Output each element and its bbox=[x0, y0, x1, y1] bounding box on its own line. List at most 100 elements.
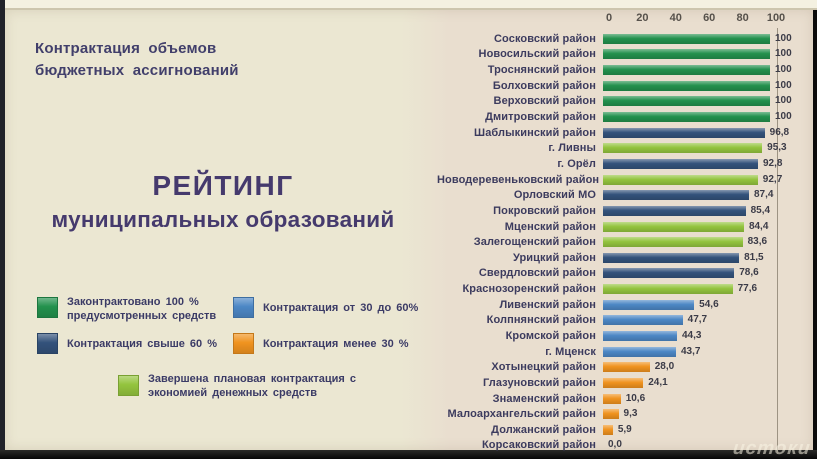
x-axis-tick: 80 bbox=[736, 12, 749, 24]
value-label: 5,9 bbox=[617, 423, 632, 435]
legend-label-contracted-100: Законтрактовано 100 % предусмотренных ср… bbox=[67, 296, 217, 322]
bar-rows: Сосковский район 100 Новосильский район 100… bbox=[437, 31, 815, 453]
chart-row: Верховский район 100 bbox=[437, 94, 815, 110]
chart-row: Болховский район 100 bbox=[437, 78, 815, 94]
category-label: Корсаковский район bbox=[481, 439, 596, 452]
bar-track: 81,5 bbox=[603, 251, 770, 263]
bar-track: 95,3 bbox=[603, 142, 787, 154]
category-label: г. Ливны bbox=[548, 142, 596, 155]
value-label: 0,0 bbox=[608, 439, 622, 451]
bar-track: 0,0 bbox=[603, 439, 770, 451]
bar bbox=[603, 112, 770, 123]
page-title-line1: РЕЙТИНГ bbox=[152, 170, 294, 201]
bar-track: 54,6 bbox=[603, 298, 770, 310]
bar bbox=[603, 377, 644, 388]
chart-row: Кромской район 44,3 bbox=[437, 328, 815, 344]
value-label: 95,3 bbox=[767, 142, 787, 154]
chart-row: Корсаковский район 0,0 bbox=[437, 438, 815, 454]
bar bbox=[603, 127, 765, 138]
bar-track: 78,6 bbox=[603, 267, 770, 279]
legend-label-under-30: Контрактация менее 30 % bbox=[263, 338, 409, 350]
bar-track: 92,8 bbox=[603, 158, 782, 169]
chart-row: Орловский МО 87,4 bbox=[437, 187, 815, 203]
video-left-band bbox=[0, 0, 5, 459]
category-label: Кромской район bbox=[505, 329, 596, 342]
chart-row: Свердловский район 78,6 bbox=[437, 266, 815, 282]
chart-row: Мценский район 84,4 bbox=[437, 219, 815, 235]
legend-label-over-60: Контрактация свыше 60 % bbox=[67, 338, 217, 350]
bar-track: 85,4 bbox=[603, 205, 770, 216]
chart-row: Шаблыкинский район 96,8 bbox=[437, 125, 815, 141]
value-label: 100 bbox=[775, 64, 792, 76]
bar-track: 43,7 bbox=[603, 345, 770, 357]
bar bbox=[603, 424, 613, 435]
chart-row: Краснозоренский район 77,6 bbox=[437, 281, 815, 297]
value-label: 81,5 bbox=[744, 251, 764, 263]
value-label: 100 bbox=[775, 95, 792, 107]
bar bbox=[603, 49, 770, 60]
chart-row: Ливенский район 54,6 bbox=[437, 297, 815, 313]
bar bbox=[603, 174, 758, 185]
category-label: Ливенский район bbox=[499, 298, 596, 311]
bar bbox=[603, 330, 677, 341]
bar bbox=[603, 143, 763, 154]
value-label: 54,6 bbox=[699, 298, 719, 310]
chart-row: Хотынецкий район 28,0 bbox=[437, 359, 815, 375]
bar-track: 84,4 bbox=[603, 221, 770, 232]
bar-track: 77,6 bbox=[603, 283, 770, 295]
category-label: г. Орёл bbox=[557, 157, 596, 170]
value-label: 77,6 bbox=[737, 283, 758, 295]
bar bbox=[603, 346, 676, 357]
bar bbox=[603, 299, 695, 310]
category-label: Шаблыкинский район bbox=[474, 126, 596, 139]
chart-row: Сосковский район 100 bbox=[437, 31, 815, 47]
slide-header-line1: Контрактация объемов bbox=[35, 40, 217, 57]
bar-track: 47,7 bbox=[603, 314, 770, 326]
value-label: 83,6 bbox=[747, 236, 768, 248]
category-label: Орловский МО bbox=[513, 189, 596, 202]
chart-row: Троснянский район 100 bbox=[437, 62, 815, 78]
value-label: 78,6 bbox=[739, 267, 759, 279]
x-axis-tick: 20 bbox=[636, 12, 649, 24]
bar bbox=[603, 252, 740, 263]
value-label: 92,7 bbox=[762, 173, 783, 185]
chart-row: Колпнянский район 47,7 bbox=[437, 313, 815, 329]
value-label: 87,4 bbox=[753, 189, 774, 201]
value-label: 47,7 bbox=[687, 314, 708, 326]
bar bbox=[603, 362, 650, 373]
category-label: Хотынецкий район bbox=[491, 361, 596, 374]
value-label: 44,3 bbox=[681, 329, 702, 341]
legend-label-saved: Завершена плановая контрактация с эконом… bbox=[148, 373, 356, 399]
bar bbox=[603, 190, 749, 201]
bar-track: 100 bbox=[603, 64, 792, 76]
bar-track: 100 bbox=[603, 111, 792, 123]
chart-row: Новодеревеньковский район 92,7 bbox=[437, 172, 815, 188]
chart-row: Дмитровский район 100 bbox=[437, 109, 815, 125]
category-label: г. Мценск bbox=[545, 345, 596, 358]
legend-label-30-60: Контрактация от 30 до 60% bbox=[263, 302, 419, 314]
value-label: 24,1 bbox=[648, 376, 668, 388]
bar-track: 100 bbox=[603, 95, 792, 107]
chart-row: г. Ливны 95,3 bbox=[437, 140, 815, 156]
legend-swatch-over-60 bbox=[37, 333, 58, 354]
chart-row: Залегощенский район 83,6 bbox=[437, 234, 815, 250]
legend-swatch-30-60 bbox=[233, 297, 254, 318]
x-axis: 0 20 40 60 80 100 bbox=[605, 12, 787, 26]
bar-track: 10,6 bbox=[603, 393, 770, 404]
category-label: Покровский район bbox=[493, 204, 596, 217]
bar-track: 92,7 bbox=[603, 174, 782, 185]
category-label: Залегощенский район bbox=[473, 236, 596, 249]
page-title-line2: муниципальных образований bbox=[51, 207, 395, 232]
bar-track: 24,1 bbox=[603, 376, 770, 388]
x-axis-tick: 0 bbox=[605, 12, 613, 24]
value-label: 9,3 bbox=[623, 408, 638, 420]
value-label: 43,7 bbox=[680, 345, 701, 357]
bar-track: 28,0 bbox=[603, 361, 770, 373]
category-label: Новосильский район bbox=[478, 48, 596, 61]
value-label: 92,8 bbox=[762, 157, 783, 169]
slide-header-line2: бюджетных ассигнований bbox=[35, 62, 239, 79]
bar-track: 100 bbox=[603, 48, 792, 60]
category-label: Глазуновский район bbox=[482, 376, 596, 389]
tv-watermark: истоки bbox=[731, 438, 812, 459]
chart-row: Малоархангельский район 9,3 bbox=[437, 406, 815, 422]
